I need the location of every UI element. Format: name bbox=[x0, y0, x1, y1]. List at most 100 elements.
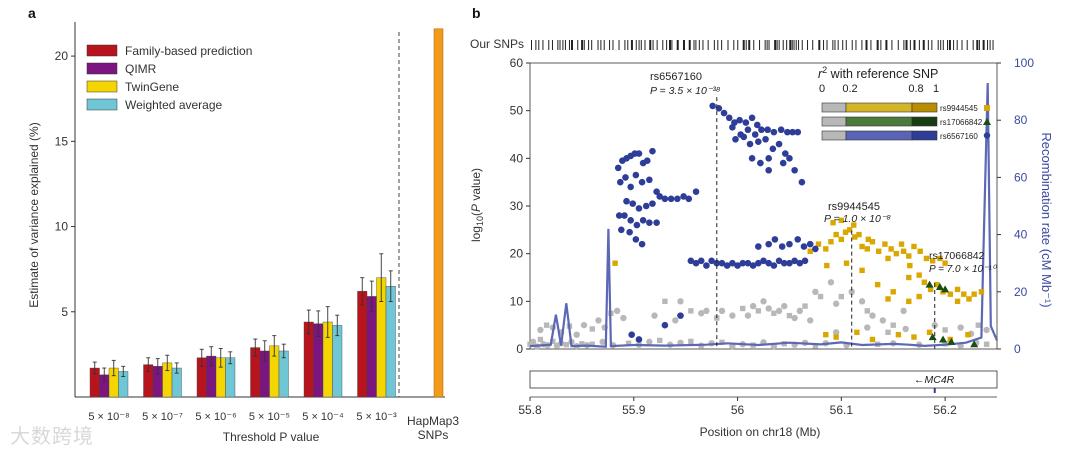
gold-snp-point bbox=[830, 219, 836, 226]
gold-snp-point bbox=[898, 241, 905, 247]
our-snp-tick bbox=[947, 40, 949, 50]
legend-bar-blue-low bbox=[821, 130, 847, 141]
grey-snp-point bbox=[719, 339, 725, 346]
legend-marker-circle bbox=[983, 132, 991, 139]
our-snp-tick bbox=[570, 40, 573, 50]
legend-bar-gold-high bbox=[911, 102, 938, 113]
blue-snp-point bbox=[755, 138, 762, 145]
our-snp-tick bbox=[931, 40, 933, 50]
blue-snp-point bbox=[806, 240, 814, 248]
blue-snp-point bbox=[789, 128, 796, 136]
our-snp-tick bbox=[880, 40, 882, 50]
panel-b-xtick-label: 55.9 bbox=[622, 403, 646, 417]
grey-snp-point bbox=[817, 293, 824, 300]
blue-snp-point bbox=[744, 126, 752, 134]
gold-snp-point bbox=[917, 248, 923, 254]
our-snp-tick bbox=[782, 40, 784, 50]
blue-snp-point bbox=[771, 236, 779, 243]
our-snp-tick bbox=[793, 40, 795, 50]
gold-snp-point bbox=[906, 253, 912, 259]
panel-a-xtick-label: 5 × 10⁻⁴ bbox=[302, 411, 344, 423]
gold-snp-point bbox=[965, 332, 971, 338]
gold-snp-point bbox=[843, 260, 850, 266]
our-snp-tick bbox=[978, 40, 980, 50]
blue-snp-point bbox=[746, 140, 754, 148]
blue-snp-point bbox=[692, 188, 700, 195]
blue-snp-point bbox=[687, 257, 695, 265]
our-snp-tick bbox=[662, 40, 664, 50]
gold-snp-point bbox=[869, 239, 876, 245]
blue-snp-point bbox=[798, 178, 806, 186]
our-snp-tick bbox=[891, 40, 893, 50]
grey-snp-point bbox=[858, 298, 866, 305]
gold-snp-point bbox=[833, 231, 839, 238]
gold-snp-point bbox=[824, 262, 830, 269]
gene-track bbox=[529, 370, 998, 389]
gold-snp-point bbox=[895, 332, 902, 338]
blue-snp-point bbox=[770, 128, 778, 136]
our-snp-tick bbox=[992, 40, 994, 50]
grey-snp-point bbox=[864, 324, 871, 331]
gold-snp-point bbox=[823, 332, 829, 338]
gold-snp-point bbox=[851, 222, 857, 228]
gold-snp-point bbox=[966, 296, 972, 302]
hapmap-label-line2: SNPs bbox=[418, 428, 449, 442]
our-snp-tick bbox=[842, 40, 844, 50]
gold-snp-point bbox=[942, 260, 948, 266]
legend-scale-0: 0 bbox=[819, 83, 825, 95]
grey-snp-point bbox=[760, 298, 767, 305]
grey-snp-point bbox=[651, 312, 658, 319]
our-snp-tick bbox=[748, 40, 751, 50]
our-snp-tick bbox=[776, 40, 778, 50]
gold-snp-point bbox=[921, 279, 928, 285]
grey-snp-point bbox=[838, 293, 845, 300]
blue-snp-point bbox=[723, 262, 731, 269]
blue-snp-point bbox=[751, 131, 759, 138]
blue-snp-point bbox=[775, 140, 783, 148]
panel-b-y2tick-label: 80 bbox=[1014, 113, 1028, 127]
our-snp-tick bbox=[826, 40, 828, 50]
grey-snp-point bbox=[718, 307, 726, 315]
grey-snp-point bbox=[698, 310, 705, 317]
our-snp-tick bbox=[778, 40, 780, 50]
our-snp-tick bbox=[538, 40, 540, 50]
blue-snp-point bbox=[616, 178, 624, 186]
panel-b-label: b bbox=[472, 5, 481, 21]
our-snp-tick bbox=[961, 40, 963, 50]
our-snp-tick bbox=[937, 40, 939, 50]
blue-snp-point bbox=[661, 195, 669, 203]
grey-snp-point bbox=[550, 338, 556, 345]
grey-snp-point bbox=[755, 308, 762, 314]
our-snp-tick bbox=[855, 40, 857, 50]
panel-b-y2tick-label: 60 bbox=[1014, 170, 1028, 184]
gold-snp-point bbox=[846, 227, 853, 233]
legend-bar-gold-mid bbox=[845, 102, 913, 113]
our-snp-tick bbox=[865, 40, 868, 50]
gold-snp-point bbox=[838, 236, 845, 243]
gold-snp-point bbox=[864, 246, 870, 252]
annotation-rs9944545-p: P = 1.0 × 10⁻⁸ bbox=[824, 213, 891, 225]
legend-label-twingene: TwinGene bbox=[125, 80, 179, 94]
our-snp-tick bbox=[795, 40, 797, 50]
legend-swatch-family bbox=[86, 44, 118, 57]
blue-snp-point bbox=[614, 164, 622, 172]
legend-bar-green-mid bbox=[845, 116, 913, 127]
panel-b-ytick-label: 0 bbox=[516, 342, 523, 356]
gold-snp-point bbox=[828, 239, 834, 245]
blue-snp-point bbox=[791, 166, 798, 174]
blue-snp-point bbox=[757, 159, 764, 167]
our-snp-tick bbox=[798, 40, 800, 50]
our-snp-tick bbox=[638, 40, 640, 50]
blue-snp-point bbox=[755, 243, 762, 250]
grey-snp-point bbox=[812, 342, 819, 349]
blue-snp-point bbox=[635, 336, 643, 343]
our-snp-tick bbox=[535, 40, 537, 50]
blue-snp-point bbox=[786, 259, 793, 267]
panel-a-xtick-label: 5 × 10⁻⁸ bbox=[88, 411, 129, 423]
grey-snp-point bbox=[703, 307, 710, 315]
gold-snp-point bbox=[923, 255, 930, 262]
blue-snp-point bbox=[779, 159, 787, 167]
blue-snp-point bbox=[642, 202, 650, 210]
blue-snp-point bbox=[635, 205, 643, 212]
grey-snp-point bbox=[529, 338, 537, 346]
